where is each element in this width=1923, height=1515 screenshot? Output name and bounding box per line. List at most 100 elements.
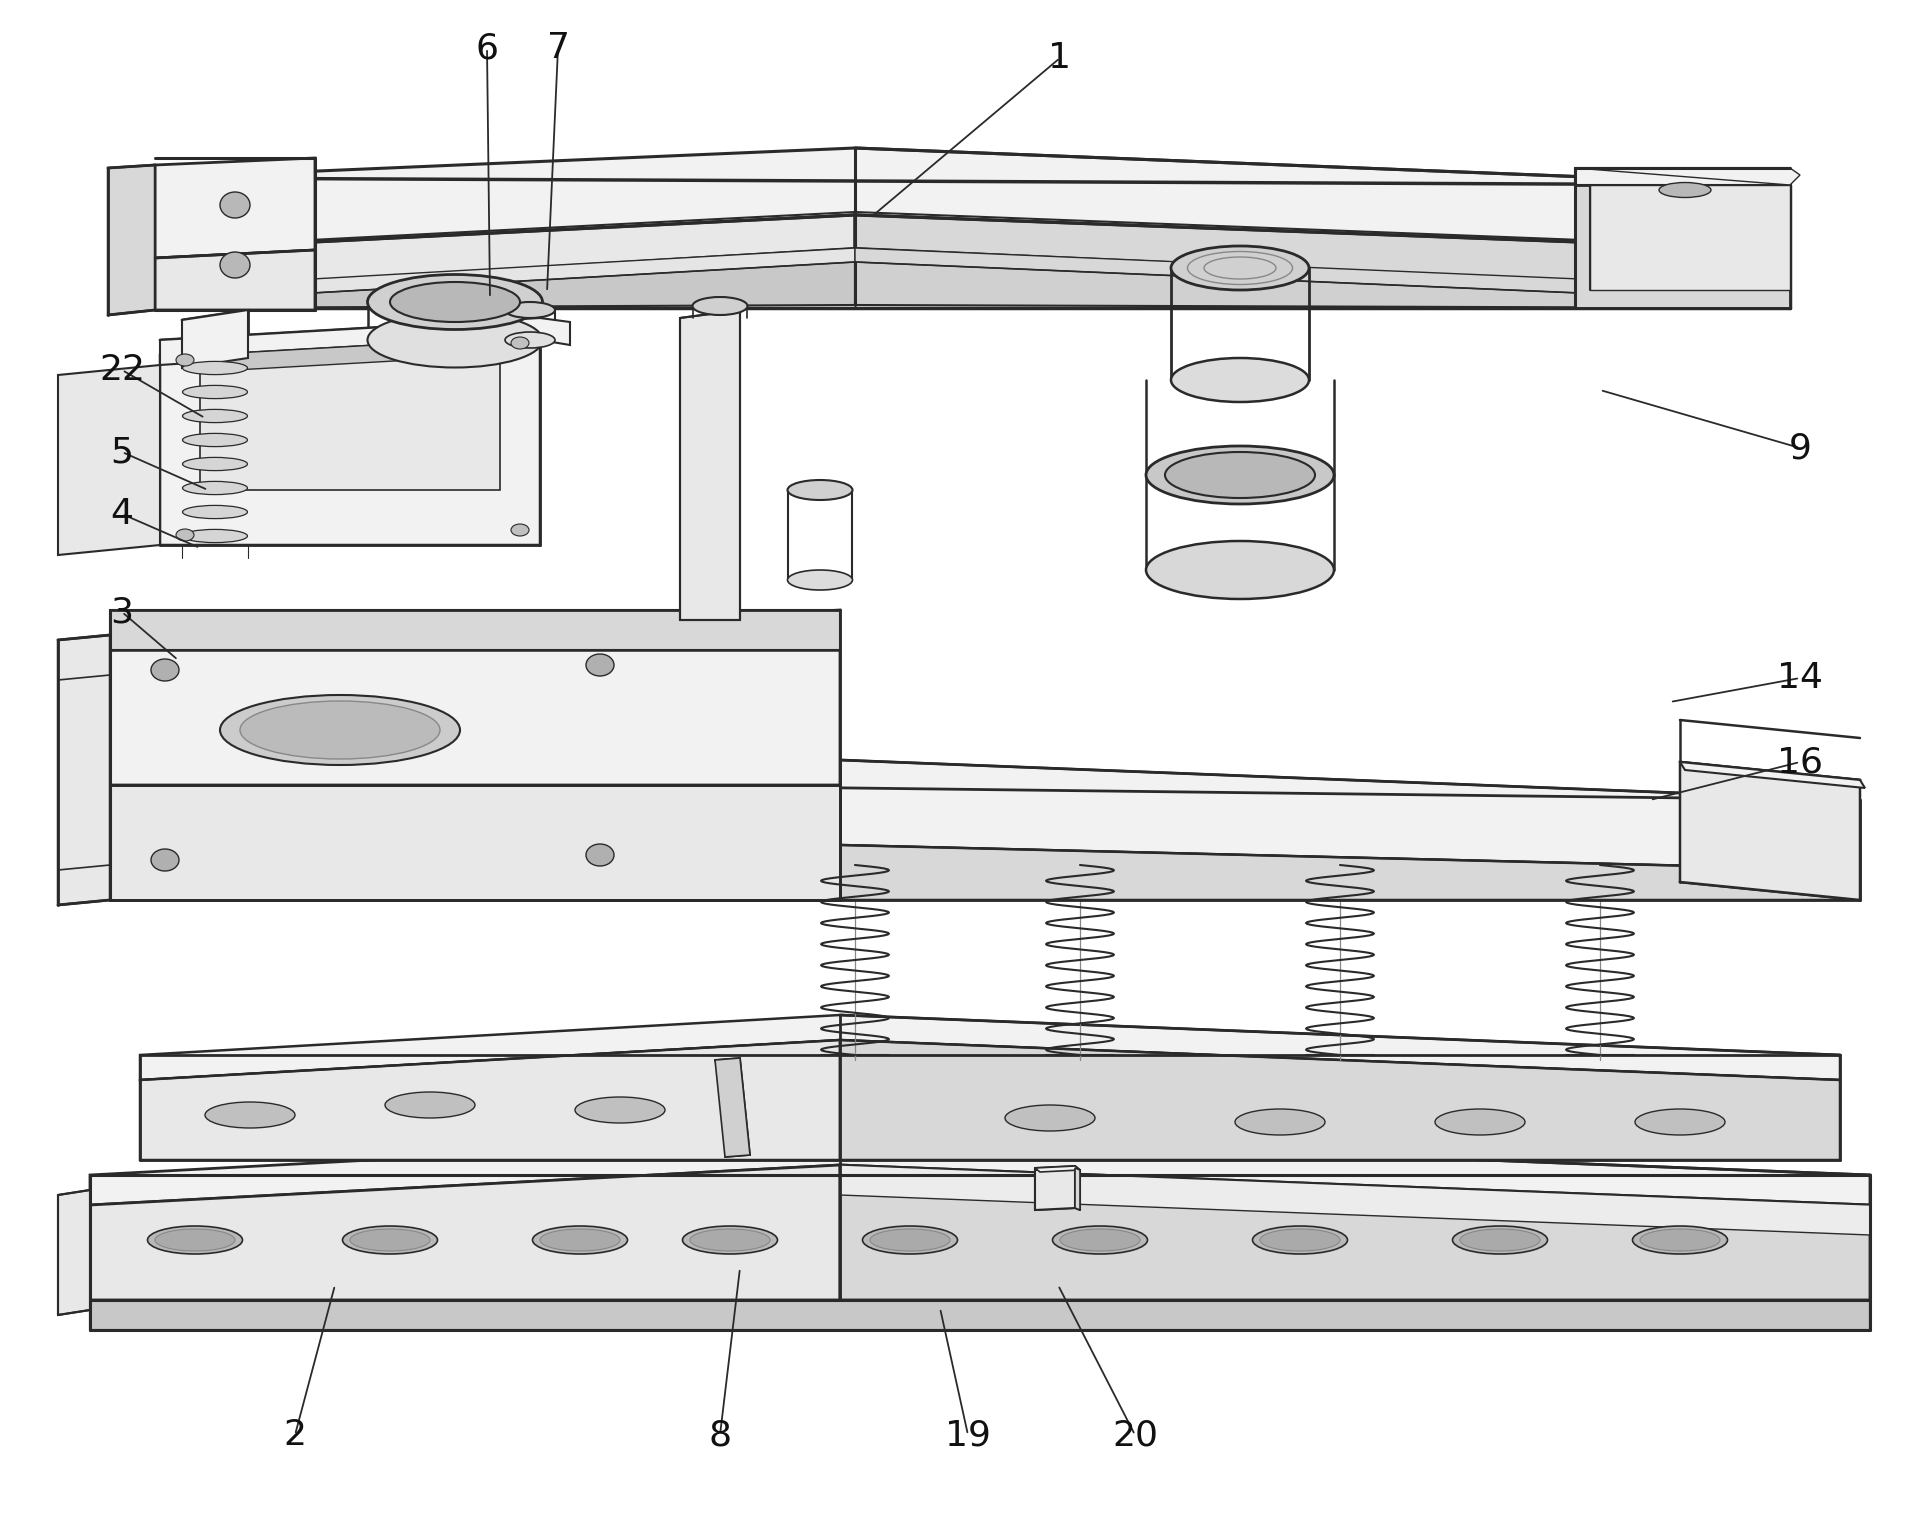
Text: 6: 6 bbox=[475, 30, 498, 65]
Text: 3: 3 bbox=[110, 595, 133, 629]
Ellipse shape bbox=[869, 1229, 950, 1251]
Ellipse shape bbox=[788, 480, 852, 500]
Ellipse shape bbox=[183, 529, 248, 542]
Ellipse shape bbox=[1146, 541, 1335, 598]
Ellipse shape bbox=[342, 1226, 438, 1254]
Polygon shape bbox=[108, 165, 156, 315]
Polygon shape bbox=[840, 845, 1860, 900]
Ellipse shape bbox=[1252, 1226, 1348, 1254]
Ellipse shape bbox=[177, 355, 194, 367]
Ellipse shape bbox=[1146, 445, 1335, 504]
Text: 1: 1 bbox=[1048, 41, 1071, 76]
Ellipse shape bbox=[148, 1226, 242, 1254]
Ellipse shape bbox=[575, 1097, 665, 1123]
Polygon shape bbox=[600, 761, 1860, 870]
Ellipse shape bbox=[183, 409, 248, 423]
Ellipse shape bbox=[385, 1092, 475, 1118]
Ellipse shape bbox=[183, 482, 248, 494]
Text: 4: 4 bbox=[110, 497, 133, 530]
Ellipse shape bbox=[219, 695, 460, 765]
Ellipse shape bbox=[1435, 1109, 1525, 1135]
Ellipse shape bbox=[1165, 451, 1315, 498]
Ellipse shape bbox=[367, 274, 542, 329]
Ellipse shape bbox=[587, 654, 613, 676]
Polygon shape bbox=[156, 148, 1790, 250]
Polygon shape bbox=[160, 318, 569, 365]
Polygon shape bbox=[156, 158, 315, 258]
Ellipse shape bbox=[1452, 1226, 1548, 1254]
Ellipse shape bbox=[206, 1101, 294, 1129]
Text: 2: 2 bbox=[283, 1418, 306, 1451]
Polygon shape bbox=[58, 635, 110, 904]
Polygon shape bbox=[840, 1165, 1869, 1300]
Ellipse shape bbox=[219, 192, 250, 218]
Polygon shape bbox=[110, 785, 840, 900]
Ellipse shape bbox=[1171, 245, 1310, 289]
Polygon shape bbox=[156, 250, 315, 311]
Polygon shape bbox=[856, 215, 1790, 289]
Ellipse shape bbox=[390, 282, 519, 323]
Text: 8: 8 bbox=[708, 1418, 731, 1451]
Ellipse shape bbox=[183, 433, 248, 447]
Polygon shape bbox=[58, 1189, 90, 1315]
Ellipse shape bbox=[240, 701, 440, 759]
Ellipse shape bbox=[183, 362, 248, 374]
Text: 16: 16 bbox=[1777, 745, 1823, 779]
Ellipse shape bbox=[1260, 1229, 1340, 1251]
Ellipse shape bbox=[512, 524, 529, 536]
Ellipse shape bbox=[219, 251, 250, 277]
Text: 5: 5 bbox=[110, 435, 133, 470]
Ellipse shape bbox=[1052, 1226, 1148, 1254]
Ellipse shape bbox=[506, 301, 556, 318]
Polygon shape bbox=[1075, 1168, 1081, 1210]
Polygon shape bbox=[1681, 762, 1865, 788]
Ellipse shape bbox=[587, 844, 613, 867]
Ellipse shape bbox=[1060, 1229, 1140, 1251]
Polygon shape bbox=[1035, 1168, 1075, 1210]
Text: 22: 22 bbox=[98, 353, 144, 386]
Polygon shape bbox=[140, 1015, 1840, 1080]
Polygon shape bbox=[90, 1135, 1869, 1204]
Polygon shape bbox=[681, 311, 740, 620]
Polygon shape bbox=[840, 1039, 1840, 1160]
Polygon shape bbox=[1575, 168, 1800, 185]
Ellipse shape bbox=[177, 529, 194, 541]
Polygon shape bbox=[1681, 762, 1860, 900]
Ellipse shape bbox=[1460, 1229, 1540, 1251]
Polygon shape bbox=[156, 248, 856, 308]
Polygon shape bbox=[183, 311, 248, 368]
Ellipse shape bbox=[183, 385, 248, 398]
Ellipse shape bbox=[540, 1229, 619, 1251]
Polygon shape bbox=[600, 845, 840, 900]
Polygon shape bbox=[58, 365, 160, 554]
Ellipse shape bbox=[863, 1226, 958, 1254]
Polygon shape bbox=[110, 611, 840, 650]
Ellipse shape bbox=[512, 336, 529, 348]
Text: 9: 9 bbox=[1788, 430, 1811, 465]
Polygon shape bbox=[90, 1300, 1869, 1330]
Ellipse shape bbox=[1635, 1109, 1725, 1135]
Polygon shape bbox=[1035, 1167, 1081, 1173]
Ellipse shape bbox=[367, 312, 542, 368]
Ellipse shape bbox=[683, 1226, 777, 1254]
Ellipse shape bbox=[350, 1229, 431, 1251]
Ellipse shape bbox=[788, 570, 852, 589]
Polygon shape bbox=[856, 248, 1790, 308]
Polygon shape bbox=[90, 1165, 840, 1300]
Text: 7: 7 bbox=[546, 30, 569, 65]
Ellipse shape bbox=[690, 1229, 769, 1251]
Polygon shape bbox=[715, 1057, 750, 1157]
Polygon shape bbox=[1590, 185, 1790, 289]
Ellipse shape bbox=[1235, 1109, 1325, 1135]
Ellipse shape bbox=[152, 659, 179, 682]
Polygon shape bbox=[840, 1165, 1869, 1235]
Ellipse shape bbox=[1006, 1104, 1094, 1132]
Ellipse shape bbox=[152, 848, 179, 871]
Text: 19: 19 bbox=[944, 1418, 990, 1451]
Polygon shape bbox=[200, 338, 500, 489]
Polygon shape bbox=[856, 248, 1790, 301]
Ellipse shape bbox=[1640, 1229, 1719, 1251]
Polygon shape bbox=[140, 1039, 840, 1160]
Polygon shape bbox=[160, 335, 540, 545]
Ellipse shape bbox=[533, 1226, 627, 1254]
